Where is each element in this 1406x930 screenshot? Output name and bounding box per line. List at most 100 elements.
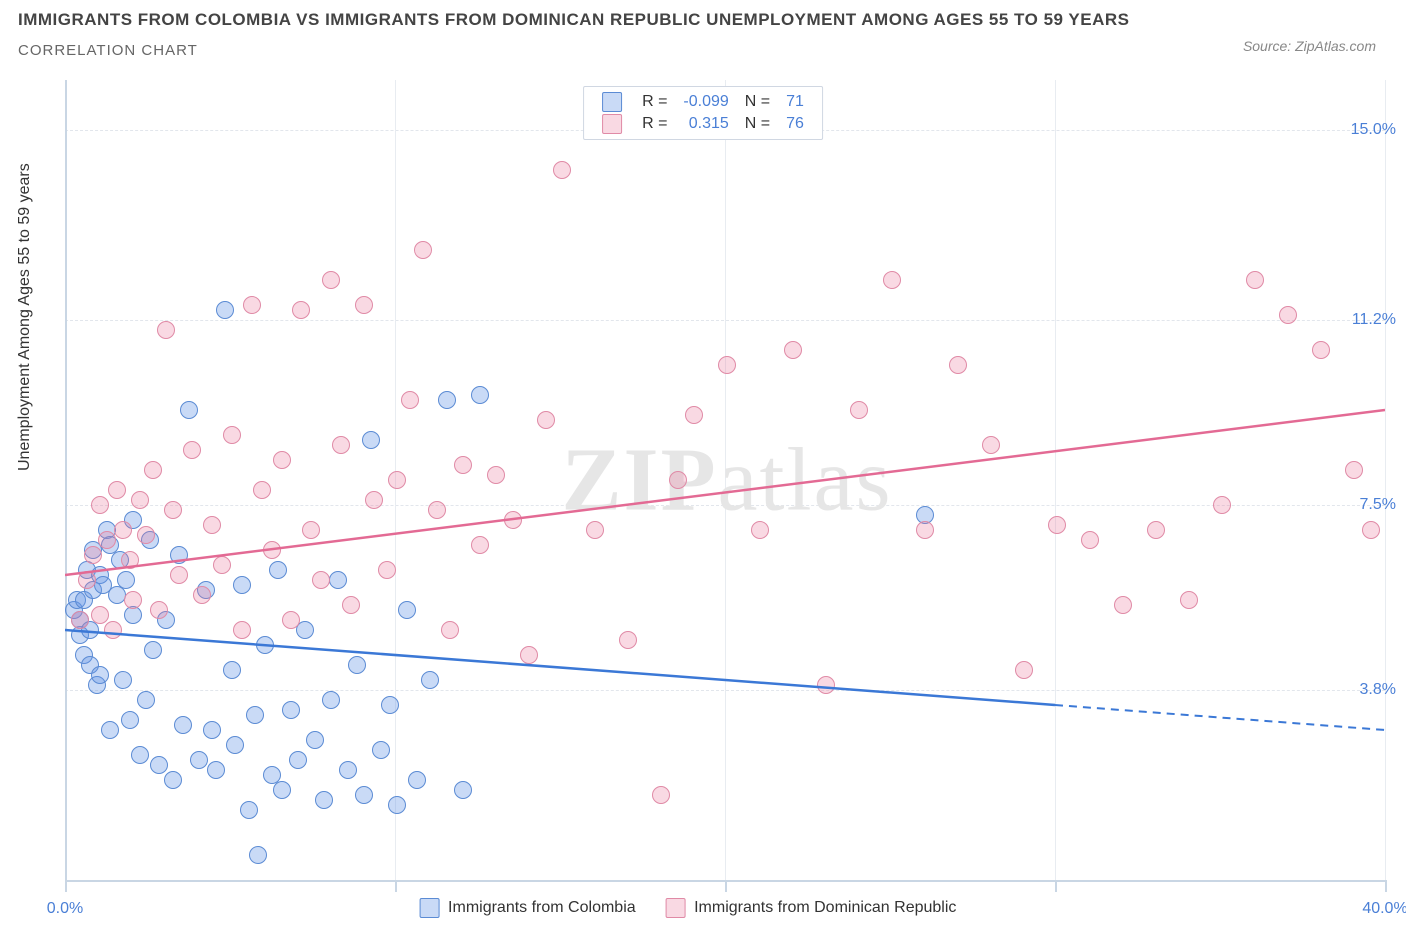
- stat-n-label: N =: [737, 113, 778, 135]
- chart-title: IMMIGRANTS FROM COLOMBIA VS IMMIGRANTS F…: [18, 10, 1129, 30]
- data-point-dominican: [520, 646, 538, 664]
- data-point-dominican: [108, 481, 126, 499]
- data-point-dominican: [487, 466, 505, 484]
- data-point-colombia: [381, 696, 399, 714]
- data-point-dominican: [164, 501, 182, 519]
- data-point-dominican: [91, 606, 109, 624]
- data-point-colombia: [216, 301, 234, 319]
- x-tick-mark: [395, 882, 397, 892]
- data-point-colombia: [269, 561, 287, 579]
- data-point-dominican: [312, 571, 330, 589]
- data-point-dominican: [1015, 661, 1033, 679]
- data-point-dominican: [273, 451, 291, 469]
- bottom-legend: Immigrants from Colombia Immigrants from…: [420, 898, 987, 918]
- bottom-legend-label-colombia: Immigrants from Colombia: [448, 899, 636, 916]
- data-point-dominican: [213, 556, 231, 574]
- data-point-colombia: [137, 691, 155, 709]
- data-point-colombia: [150, 756, 168, 774]
- data-point-dominican: [1048, 516, 1066, 534]
- data-point-colombia: [101, 721, 119, 739]
- data-point-colombia: [329, 571, 347, 589]
- data-point-dominican: [1279, 306, 1297, 324]
- y-tick-label: 15.0%: [1351, 121, 1396, 139]
- data-point-dominican: [378, 561, 396, 579]
- y-axis-label: Unemployment Among Ages 55 to 59 years: [16, 163, 34, 471]
- y-tick-label: 7.5%: [1360, 496, 1396, 514]
- data-point-dominican: [292, 301, 310, 319]
- data-point-colombia: [180, 401, 198, 419]
- data-point-colombia: [438, 391, 456, 409]
- x-tick-mark: [725, 882, 727, 892]
- stat-r-label: R =: [634, 113, 675, 135]
- data-point-dominican: [471, 536, 489, 554]
- data-point-colombia: [273, 781, 291, 799]
- data-point-colombia: [164, 771, 182, 789]
- data-point-colombia: [144, 641, 162, 659]
- data-point-dominican: [401, 391, 419, 409]
- data-point-dominican: [365, 491, 383, 509]
- data-point-dominican: [718, 356, 736, 374]
- data-point-dominican: [388, 471, 406, 489]
- data-point-dominican: [652, 786, 670, 804]
- data-point-colombia: [203, 721, 221, 739]
- data-point-dominican: [253, 481, 271, 499]
- data-point-colombia: [226, 736, 244, 754]
- x-tick-mark: [1055, 882, 1057, 892]
- data-point-colombia: [117, 571, 135, 589]
- data-point-colombia: [372, 741, 390, 759]
- stat-n-value-colombia: 71: [778, 91, 812, 113]
- y-tick-label: 3.8%: [1360, 681, 1396, 699]
- data-point-colombia: [289, 751, 307, 769]
- x-tick-max: 40.0%: [1362, 900, 1406, 918]
- bottom-legend-item-colombia: Immigrants from Colombia: [420, 899, 636, 916]
- chart-subtitle: CORRELATION CHART: [18, 42, 198, 59]
- data-point-dominican: [537, 411, 555, 429]
- data-point-dominican: [1312, 341, 1330, 359]
- data-point-dominican: [1180, 591, 1198, 609]
- legend-swatch-colombia-icon: [420, 898, 440, 918]
- data-point-dominican: [1081, 531, 1099, 549]
- data-point-dominican: [114, 521, 132, 539]
- data-point-colombia: [362, 431, 380, 449]
- stat-n-label: N =: [737, 91, 778, 113]
- data-point-colombia: [282, 701, 300, 719]
- y-tick-label: 11.2%: [1352, 311, 1396, 329]
- data-point-dominican: [883, 271, 901, 289]
- data-point-colombia: [108, 586, 126, 604]
- data-point-dominican: [233, 621, 251, 639]
- data-point-dominican: [144, 461, 162, 479]
- x-tick-mark: [65, 882, 67, 892]
- data-point-dominican: [104, 621, 122, 639]
- data-point-dominican: [916, 521, 934, 539]
- data-point-colombia: [131, 746, 149, 764]
- data-point-dominican: [263, 541, 281, 559]
- data-point-dominican: [71, 611, 89, 629]
- data-point-colombia: [174, 716, 192, 734]
- data-point-dominican: [454, 456, 472, 474]
- data-point-dominican: [1345, 461, 1363, 479]
- data-point-colombia: [454, 781, 472, 799]
- stats-legend-box: R =-0.099N =71R =0.315N =76: [583, 86, 823, 140]
- data-point-dominican: [414, 241, 432, 259]
- data-point-colombia: [348, 656, 366, 674]
- legend-swatch-dominican-icon: [666, 898, 686, 918]
- data-point-dominican: [170, 566, 188, 584]
- data-point-colombia: [121, 711, 139, 729]
- data-point-dominican: [332, 436, 350, 454]
- data-point-dominican: [322, 271, 340, 289]
- bottom-legend-item-dominican: Immigrants from Dominican Republic: [666, 899, 957, 916]
- data-point-dominican: [302, 521, 320, 539]
- data-point-colombia: [223, 661, 241, 679]
- data-point-dominican: [183, 441, 201, 459]
- data-point-dominican: [355, 296, 373, 314]
- data-point-dominican: [157, 321, 175, 339]
- data-point-colombia: [249, 846, 267, 864]
- legend-swatch-colombia: [602, 92, 622, 112]
- data-point-dominican: [131, 491, 149, 509]
- data-point-dominican: [137, 526, 155, 544]
- chart-container: IMMIGRANTS FROM COLOMBIA VS IMMIGRANTS F…: [0, 0, 1406, 930]
- data-point-dominican: [669, 471, 687, 489]
- data-point-dominican: [441, 621, 459, 639]
- data-point-dominican: [124, 591, 142, 609]
- legend-swatch-dominican: [602, 114, 622, 134]
